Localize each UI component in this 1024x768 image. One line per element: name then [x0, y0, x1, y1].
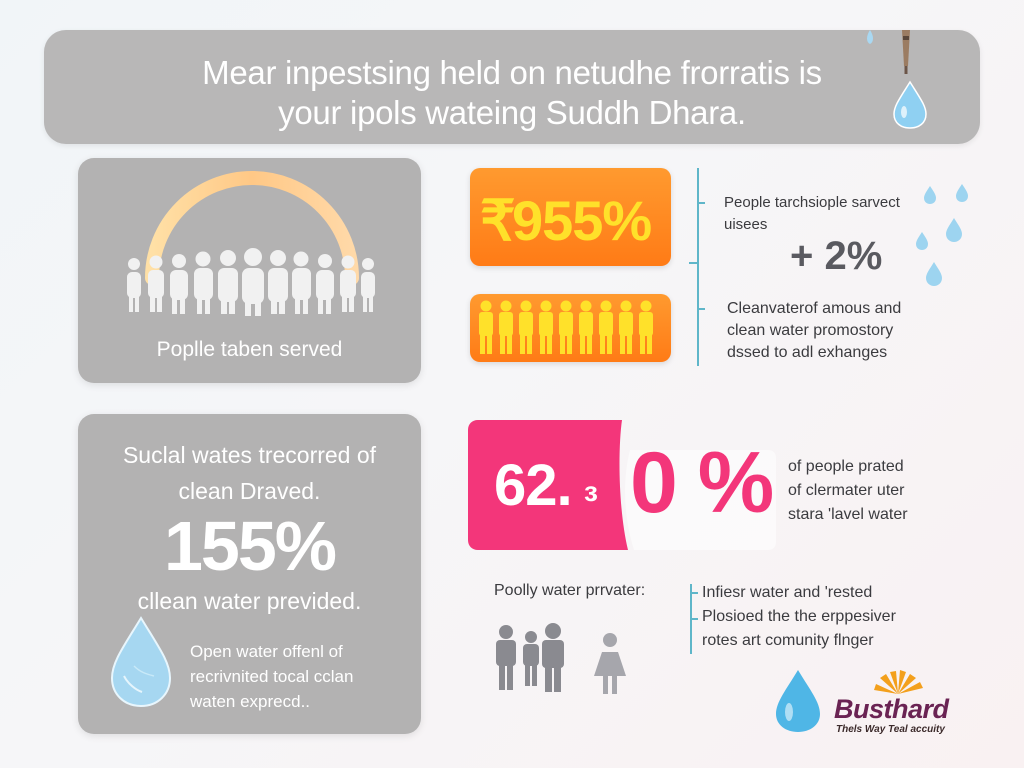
faucet-icon — [867, 30, 910, 74]
people-row-icon — [479, 300, 653, 354]
stat-62-note-1: of people prated — [788, 458, 904, 475]
stat-62-value-left: 62. — [494, 453, 573, 518]
banner-line-1: Mear inpestsing held on netudhe frorrati… — [202, 54, 822, 91]
stat-62-note-2: of clermater uter — [788, 482, 905, 499]
clean-note-1: Cleanvaterof amous and — [727, 300, 902, 317]
people-group-icon — [127, 248, 375, 316]
stat-955-value: 955% — [512, 189, 652, 252]
droplets-icon — [916, 184, 968, 286]
rupee-icon: ₹ — [480, 189, 516, 252]
clean-card-line-2: clean Draved. — [178, 478, 321, 504]
clean-card-note-2: recrivnited tocal cclan — [190, 667, 354, 686]
bottom-note-2: Plosioed the the erppesiver — [702, 608, 896, 625]
brand-tagline: Thels Way Teal accuity — [836, 724, 945, 735]
stat-955-note-1: People tarchsiople sarvect — [724, 194, 900, 211]
header-banner: Mear inpestsing held on netudhe frorrati… — [44, 30, 980, 144]
stat-955-note-2: uisees — [724, 216, 768, 233]
stat-62-value-right: 0 % — [630, 435, 774, 531]
arc-graphic — [145, 171, 359, 285]
brand-name: Busthard — [834, 694, 949, 724]
water-drop-icon — [110, 616, 172, 708]
stat-62-card — [468, 420, 776, 550]
clean-card-line-1: Suclal wates trecorred of — [122, 442, 377, 468]
water-drop-icon — [776, 670, 820, 732]
clean-card-note-3: waten exprecd.. — [190, 692, 311, 711]
clean-note-3: dssed to adl exhanges — [727, 344, 888, 361]
connector-tick — [697, 202, 705, 204]
people-served-card: Poplle taben served — [78, 158, 421, 383]
sun-logo-icon — [874, 670, 923, 694]
poorly-water-label: Poolly water prrvater: — [494, 582, 646, 599]
clean-note-2: clean water promostory — [727, 322, 894, 339]
connector-line — [697, 168, 699, 366]
stat-62-note-3: stara 'lavel water — [788, 506, 908, 523]
family-icon — [496, 623, 626, 694]
water-drop-icon — [893, 80, 927, 129]
clean-card-caption: cllean water previded. — [137, 588, 362, 614]
banner-line-2: your ipols wateing Suddh Dhara. — [278, 94, 746, 131]
people-bar-card — [470, 294, 671, 362]
stat-62-value-mid: ɜ — [584, 476, 598, 507]
connector-tick — [690, 618, 698, 620]
clean-card-value: 155% — [163, 507, 337, 585]
bottom-note-1: Infiesr water and 'rested — [702, 584, 873, 601]
connector-tick — [697, 308, 705, 310]
stat-955-card: ₹ 955% — [470, 168, 671, 266]
clean-water-card: Suclal wates trecorred of clean Draved. … — [78, 414, 421, 734]
bottom-note-3: rotes art comunity flnger — [702, 632, 874, 649]
connector-tick — [689, 262, 697, 264]
connector-tick — [690, 592, 698, 594]
stat-955-delta: + 2% — [790, 234, 883, 278]
people-served-label: Poplle taben served — [156, 338, 343, 361]
clean-card-note-1: Open water offenl of — [190, 642, 343, 661]
